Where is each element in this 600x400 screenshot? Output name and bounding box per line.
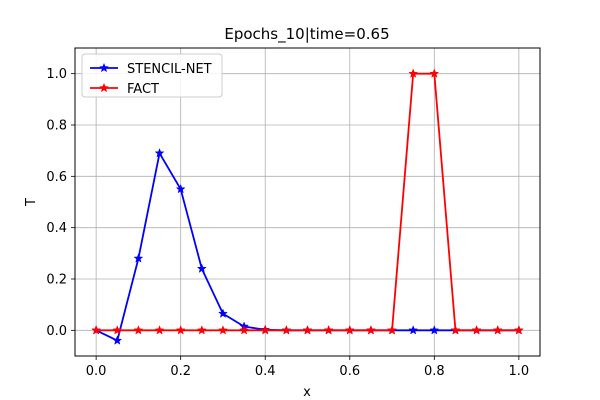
y-axis-label: T	[24, 198, 39, 207]
x-tick-label: 0.0	[86, 364, 107, 379]
x-tick-label: 0.2	[170, 364, 191, 379]
data-point	[260, 325, 271, 335]
legend-label: FACT	[127, 82, 159, 97]
series-stencil-net	[91, 148, 524, 345]
data-point	[133, 253, 144, 263]
legend: STENCIL-NET FACT	[81, 53, 223, 98]
data-point	[133, 325, 144, 335]
data-point	[112, 335, 123, 345]
data-point	[450, 325, 461, 335]
data-point	[154, 148, 165, 158]
data-point	[471, 325, 482, 335]
data-point	[196, 325, 207, 335]
data-point	[344, 325, 355, 335]
y-tick-label: 1.0	[46, 67, 67, 82]
data-point	[217, 308, 228, 318]
data-point	[302, 325, 313, 335]
axes: 0.0 0.2 0.4 0.6 0.8 1.0 0.0 0.2 0.4 0.6 0.8 1.0	[46, 67, 529, 379]
data-point	[492, 325, 503, 335]
x-tick-label: 0.6	[339, 364, 360, 379]
legend-marker	[99, 62, 109, 73]
x-axis-label: x	[303, 385, 311, 400]
data-point	[408, 68, 419, 78]
y-tick-label: 0.2	[46, 273, 67, 288]
legend-marker	[99, 82, 109, 93]
legend-box	[81, 53, 223, 98]
data-point	[323, 325, 334, 335]
y-tick-label: 0.4	[46, 221, 67, 236]
series-line	[95, 152, 519, 342]
chart-title: Epochs_10|time=0.65	[224, 25, 389, 44]
series-line	[96, 72, 519, 332]
legend-label: STENCIL-NET	[127, 62, 212, 77]
data-point	[154, 325, 165, 335]
data-point	[239, 325, 250, 335]
data-point	[387, 325, 398, 335]
data-point	[281, 325, 292, 335]
data-point	[175, 183, 186, 194]
data-point	[91, 325, 102, 335]
x-tick-label: 0.8	[424, 364, 445, 379]
data-point	[408, 325, 419, 335]
data-point	[429, 325, 440, 335]
y-tick-label: 0.0	[46, 324, 67, 339]
x-tick-label: 0.4	[255, 364, 276, 379]
data-point	[429, 68, 440, 78]
y-tick-label: 0.8	[46, 119, 67, 134]
data-point	[217, 325, 228, 335]
y-tick-label: 0.6	[46, 170, 67, 185]
plot-area-frame	[74, 47, 541, 357]
data-point	[196, 263, 207, 273]
data-point	[112, 325, 123, 335]
series-fact	[91, 68, 524, 335]
data-point	[365, 325, 376, 335]
data-point	[175, 325, 186, 335]
x-tick-label: 1.0	[509, 364, 530, 379]
series-layer	[91, 68, 524, 345]
data-point	[513, 325, 524, 335]
